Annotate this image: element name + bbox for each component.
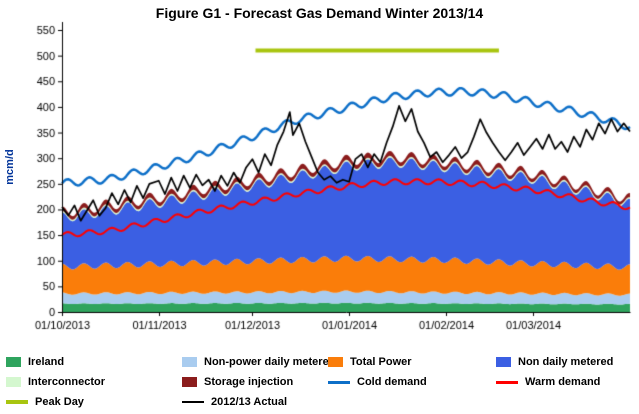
actual-2012-13-swatch-icon (182, 401, 204, 403)
interconnector-swatch-icon (6, 377, 21, 387)
legend-label-ireland: Ireland (28, 356, 65, 368)
legend-label-storage-injection: Storage injection (204, 376, 294, 388)
forecast-gas-demand-chart (0, 0, 639, 346)
legend-label-peak-day: Peak Day (35, 396, 84, 408)
legend-item-non-power-daily-metered: Non-power daily metered (182, 356, 335, 368)
legend-item-2012-13-actual: 2012/13 Actual (182, 396, 328, 408)
legend-item-warm-demand: Warm demand (496, 376, 637, 388)
warm-demand-swatch-icon (496, 380, 518, 384)
legend-label-interconnector: Interconnector (28, 376, 106, 388)
legend-label-cold-demand: Cold demand (357, 376, 427, 388)
peak-day-swatch-icon (6, 400, 28, 404)
legend-label-non-power-daily-metered: Non-power daily metered (204, 356, 336, 368)
legend-item-non-daily-metered: Non daily metered (496, 356, 637, 368)
legend-label-non-daily-metered: Non daily metered (518, 356, 614, 368)
legend-label-total-power: Total Power (350, 356, 412, 368)
legend-item-peak-day: Peak Day (6, 396, 182, 408)
legend-item-ireland: Ireland (6, 356, 182, 368)
ireland-swatch-icon (6, 357, 21, 367)
legend-label-2012-13-actual: 2012/13 Actual (211, 396, 288, 408)
non-daily-metered-swatch-icon (496, 357, 511, 367)
legend-label-warm-demand: Warm demand (525, 376, 601, 388)
non-power-daily-metered-swatch-icon (182, 357, 197, 367)
legend-item-total-power: Total Power (328, 356, 496, 368)
y-axis-label: mcm/d (4, 149, 16, 185)
legend-item-interconnector: Interconnector (6, 376, 182, 388)
cold-demand-swatch-icon (328, 380, 350, 384)
storage-injection-swatch-icon (182, 377, 197, 387)
total-power-swatch-icon (328, 357, 343, 367)
legend-item-storage-injection: Storage injection (182, 376, 328, 388)
legend-item-cold-demand: Cold demand (328, 376, 496, 388)
chart-legend: Ireland Non-power daily metered Total Po… (6, 352, 637, 412)
